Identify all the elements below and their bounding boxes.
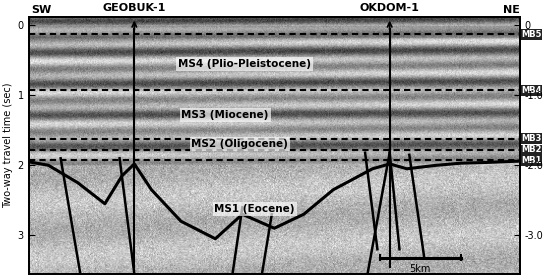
Text: MB1: MB1 [521, 156, 542, 165]
Text: SW: SW [31, 5, 51, 15]
Text: MB3: MB3 [521, 134, 541, 143]
Text: MS2 (Oligocene): MS2 (Oligocene) [191, 139, 288, 149]
Text: MB2: MB2 [521, 145, 542, 154]
Text: OKDOM-1: OKDOM-1 [360, 3, 420, 13]
Text: MS1 (Eocene): MS1 (Eocene) [214, 204, 295, 214]
Text: MB5: MB5 [521, 30, 542, 39]
Text: MB4: MB4 [521, 86, 542, 95]
Text: NE: NE [503, 5, 520, 15]
Text: MS3 (Miocene): MS3 (Miocene) [182, 110, 269, 120]
Text: MS4 (Plio-Pleistocene): MS4 (Plio-Pleistocene) [178, 59, 311, 69]
Y-axis label: Two-way travel time (sec): Two-way travel time (sec) [3, 83, 14, 208]
Text: 5km: 5km [410, 264, 431, 274]
Text: GEOBUK-1: GEOBUK-1 [103, 3, 166, 13]
